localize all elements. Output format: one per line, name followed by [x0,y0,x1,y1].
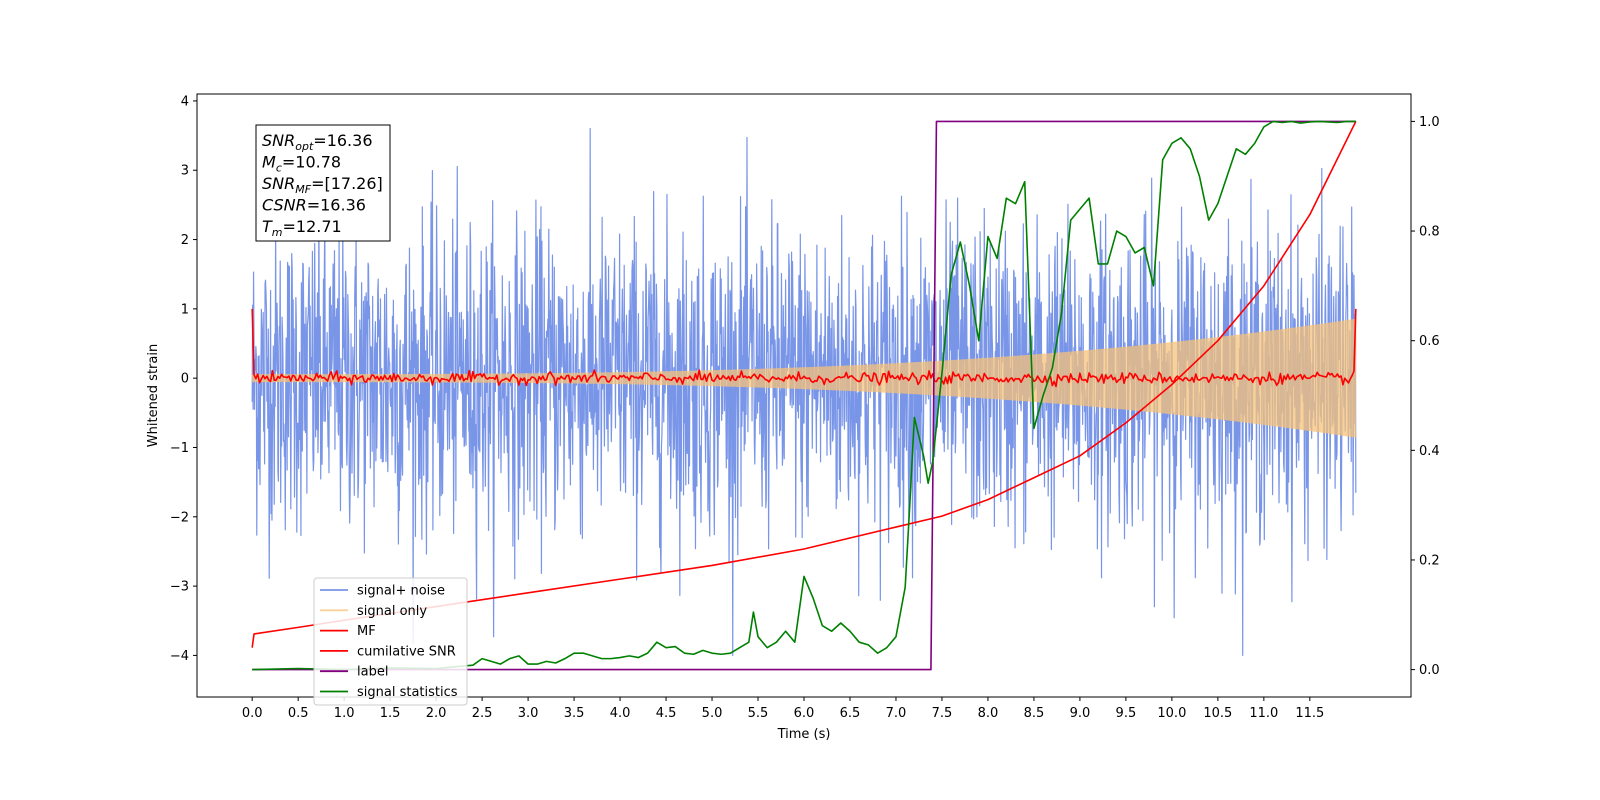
x-tick-label: 6.5 [840,706,861,721]
x-tick-label: 9.0 [1070,706,1091,721]
series-line-4 [252,120,1356,671]
y-tick-label: 0 [181,372,189,387]
legend-entry: MF [357,624,376,639]
series-line-5 [252,120,1356,671]
y2-tick-label: 1.0 [1419,115,1440,130]
y-tick-label: −1 [170,441,189,456]
metrics-annotation: SNRopt=16.36Mc=10.78SNRMF=[17.26]CSNR=16… [255,124,391,242]
y-tick-label: 1 [181,302,189,317]
annotation-line: Tm=12.71 [262,217,342,239]
x-tick-label: 2.5 [472,706,493,721]
legend-entry: label [357,665,388,680]
x-tick-label: 3.0 [518,706,539,721]
legend-entry: cumilative SNR [357,644,456,659]
legend-frame [313,577,468,706]
y-axis-left: −4 −3 −2 −1 0 1 2 3 4 [170,94,197,664]
y2-tick-label: 0.6 [1419,334,1440,349]
x-tick-label: 10.0 [1157,706,1186,721]
y-axis-right: 0.0 0.2 0.4 0.6 0.8 1.0 [1411,115,1440,678]
x-tick-label: 11.5 [1295,706,1324,721]
series-line-0 [251,127,1357,657]
series-line-2 [251,308,1357,388]
y-tick-label: −3 [170,580,189,595]
x-tick-label: 1.5 [380,706,401,721]
y-tick-label: 4 [181,94,189,109]
annotation-value: =10.78 [282,153,341,172]
x-axis-label: Time (s) [777,727,831,742]
x-tick-label: 5.0 [702,706,723,721]
annotation-value: =[17.26] [311,174,383,193]
x-tick-label: 6.0 [794,706,815,721]
legend-entry: signal statistics [357,685,458,700]
y-tick-label: −2 [170,510,189,525]
x-tick-label: 4.0 [610,706,631,721]
legend-entry: signal only [357,604,427,619]
annotation-symbol: CSNR [262,196,307,215]
y2-tick-label: 0.8 [1419,225,1440,240]
y-tick-label: 3 [181,164,189,179]
annotation-frame [255,124,391,242]
annotation-line: CSNR=16.36 [262,196,366,215]
x-tick-label: 3.5 [564,706,585,721]
annotation-subscript: c [276,162,282,175]
x-tick-label: 11.0 [1249,706,1278,721]
annotation-line: SNRopt=16.36 [262,131,373,153]
y-tick-label: 2 [181,233,189,248]
annotation-value: =16.36 [313,131,372,150]
annotation-value: =16.36 [307,196,366,215]
x-tick-label: 10.5 [1203,706,1232,721]
y2-tick-label: 0.4 [1419,444,1440,459]
y2-tick-label: 0.0 [1419,663,1440,678]
x-tick-label: 4.5 [656,706,677,721]
annotation-symbol: M [262,153,276,172]
x-axis: 0.0 0.5 1.0 1.5 2.0 2.5 3.0 3.5 4.0 4.5 5.0 5.5 6.0 6… [242,697,1324,721]
y-tick-label: −4 [170,649,189,664]
x-tick-label: 2.0 [426,706,447,721]
series-line-1 [251,318,1357,438]
annotation-value: =12.71 [283,217,342,236]
y-axis-label: Whitened strain [146,344,161,447]
annotation-subscript: m [272,226,283,239]
x-tick-label: 7.0 [886,706,907,721]
x-tick-label: 7.5 [932,706,953,721]
x-tick-label: 8.5 [1024,706,1045,721]
legend-entry: signal+ noise [357,584,445,599]
y2-tick-label: 0.2 [1419,553,1440,568]
x-tick-label: 9.5 [1116,706,1137,721]
x-tick-label: 1.0 [334,706,355,721]
x-tick-label: 8.0 [978,706,999,721]
x-tick-label: 5.5 [748,706,769,721]
annotation-symbol: SNR [262,131,295,150]
x-tick-label: 0.0 [242,706,263,721]
x-tick-label: 0.5 [288,706,309,721]
annotation-subscript: MF [295,183,311,196]
legend: signal+ noise signal only MF cumilative SNR… [313,577,468,706]
annotation-subscript: opt [295,140,314,153]
annotation-symbol: SNR [262,174,295,193]
annotation-line: SNRMF=[17.26] [262,174,383,196]
annotation-symbol: T [262,217,273,236]
annotation-line: Mc=10.78 [262,153,341,175]
